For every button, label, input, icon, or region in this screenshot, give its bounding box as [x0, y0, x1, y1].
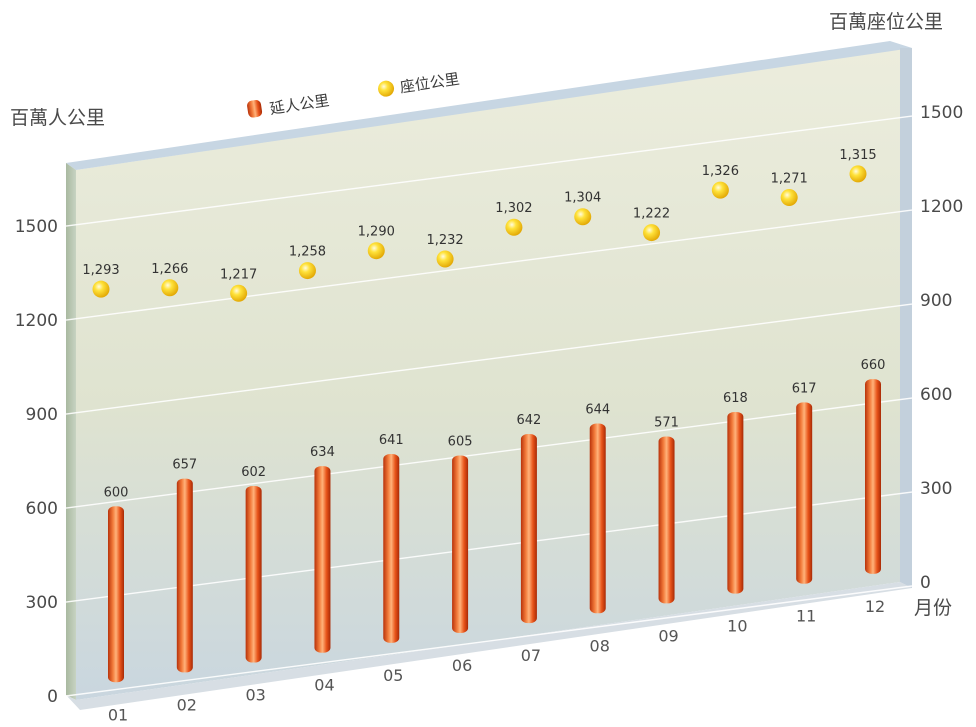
bar-value-label: 605 [448, 434, 473, 449]
category-label: 09 [658, 626, 678, 645]
category-label: 12 [865, 597, 885, 616]
left-tick-label: 600 [26, 499, 58, 519]
gridlines [65, 115, 913, 697]
left-axis: 0 300 600 900 1200 1500 [15, 217, 58, 707]
dot-value-label: 1,304 [564, 191, 601, 206]
dot [643, 224, 661, 242]
bar-value-label: 642 [516, 413, 541, 428]
bar [314, 466, 331, 653]
dot [780, 189, 798, 207]
dot-value-label: 1,258 [289, 245, 326, 260]
dot-value-label: 1,290 [358, 225, 395, 240]
bar-value-label: 617 [792, 381, 817, 396]
category-axis: 01 02 03 04 05 06 07 08 09 10 11 12 [108, 597, 885, 724]
category-label: 05 [383, 666, 403, 685]
left-axis-title: 百萬人公里 [10, 107, 105, 129]
category-label: 07 [521, 646, 541, 665]
dot-series: 1,293 1,266 1,217 1,258 1,290 1,232 1,302 1,304… [82, 148, 877, 302]
dot-value-label: 1,271 [771, 172, 808, 187]
gridline [65, 397, 913, 509]
right-tick-label: 300 [920, 479, 952, 499]
bar-value-label: 641 [379, 433, 404, 448]
right-tick-label: 0 [920, 573, 931, 593]
category-label: 06 [452, 656, 472, 675]
legend-swatch-dot [378, 80, 395, 97]
bar-value-label: 600 [104, 485, 129, 500]
dot [505, 218, 523, 236]
bar [658, 436, 675, 604]
right-tick-label: 1200 [920, 197, 963, 217]
gridline [65, 303, 913, 415]
dot [230, 284, 248, 302]
bar-value-label: 602 [241, 465, 266, 480]
legend-swatch-bar [247, 100, 263, 118]
right-axis-title: 百萬座位公里 [829, 11, 943, 33]
bar [245, 485, 262, 663]
dot-value-label: 1,217 [220, 267, 257, 282]
bar [176, 478, 193, 673]
bar [589, 423, 606, 614]
dot [436, 250, 454, 268]
dot-value-label: 1,326 [702, 164, 739, 179]
category-label: 01 [108, 705, 128, 724]
gridline [65, 115, 913, 227]
left-tick-label: 1200 [15, 311, 58, 331]
right-tick-label: 600 [920, 385, 952, 405]
bar [796, 402, 813, 584]
plot-panel [76, 48, 900, 700]
dot-value-label: 1,222 [633, 207, 670, 222]
category-label: 04 [314, 676, 334, 695]
bar [727, 411, 744, 594]
dot-value-label: 1,315 [839, 148, 876, 163]
dot-value-label: 1,302 [495, 201, 532, 216]
dot-value-label: 1,293 [82, 263, 119, 278]
category-label: 11 [796, 607, 816, 626]
panel-top-edge [66, 41, 912, 170]
bar-value-label: 660 [861, 358, 886, 373]
dot [298, 262, 316, 280]
panel-right-edge [900, 48, 912, 588]
legend-label-bar: 延人公里 [268, 91, 330, 118]
bar [520, 434, 537, 624]
dot-value-label: 1,232 [426, 233, 463, 248]
category-label: 02 [177, 695, 197, 714]
dot [574, 208, 592, 226]
left-tick-label: 1500 [15, 217, 58, 237]
dot-value-label: 1,266 [151, 262, 188, 277]
category-label: 08 [590, 636, 610, 655]
left-tick-label: 300 [26, 593, 58, 613]
right-tick-label: 900 [920, 291, 952, 311]
gridline [65, 585, 913, 697]
dot [161, 279, 179, 297]
dot [711, 181, 729, 199]
left-tick-label: 0 [47, 687, 58, 707]
x-axis-unit: 月份 [914, 597, 952, 619]
panel-left-wall [66, 163, 76, 700]
dot [367, 242, 385, 260]
bar [108, 506, 124, 683]
category-label: 03 [245, 686, 265, 705]
bar [452, 455, 469, 633]
bar-value-label: 657 [172, 458, 197, 473]
bar-series: 600 657 602 634 641 605 642 644 571 618 617 660 [104, 358, 886, 683]
legend-label-dot: 座位公里 [399, 70, 461, 97]
left-tick-label: 900 [26, 405, 58, 425]
bar-value-label: 618 [723, 391, 748, 406]
dot [92, 280, 110, 298]
gridline [65, 209, 913, 321]
bar [383, 454, 400, 643]
right-axis: 0 300 600 900 1200 1500 [920, 103, 963, 593]
bar [865, 379, 881, 574]
category-label: 10 [727, 617, 747, 636]
bar-value-label: 571 [654, 416, 679, 431]
bar-value-label: 634 [310, 445, 335, 460]
bar-value-label: 644 [585, 403, 610, 418]
right-tick-label: 1500 [920, 103, 963, 123]
dot [849, 165, 867, 183]
gridline [65, 491, 913, 603]
